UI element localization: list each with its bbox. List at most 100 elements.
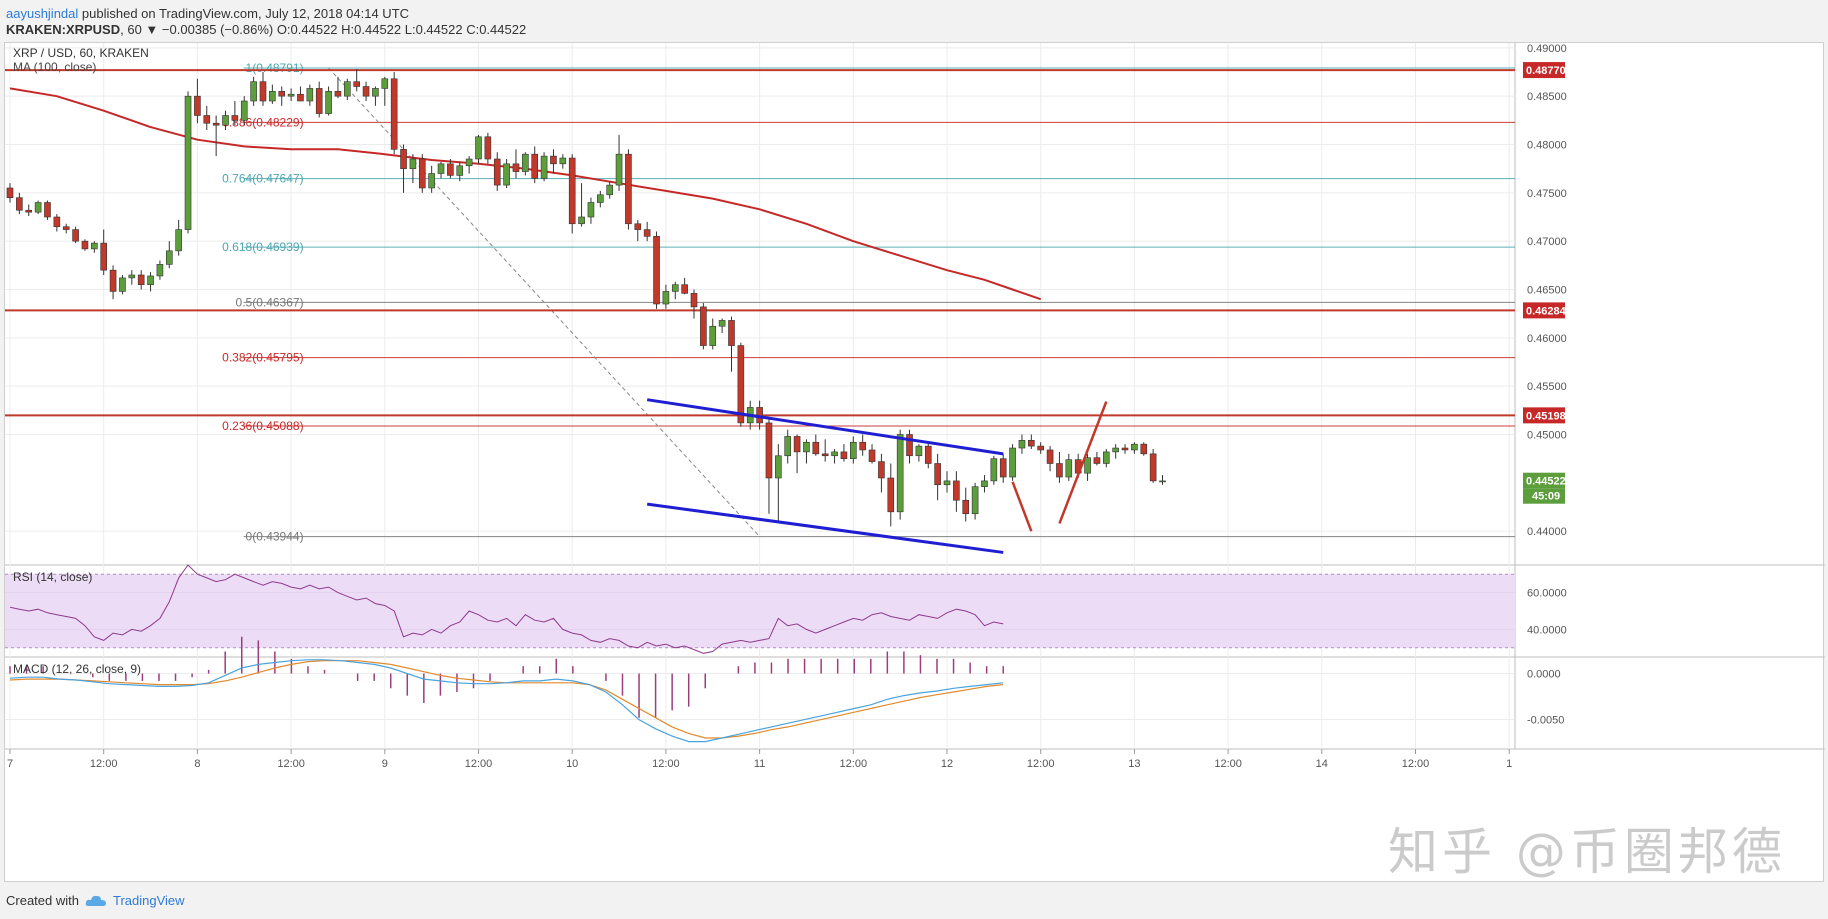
candle-up: [119, 277, 126, 292]
candle-up: [606, 184, 613, 196]
candle-up: [784, 436, 792, 457]
candle-down: [484, 136, 492, 160]
candle-down: [72, 229, 79, 242]
candle-down: [653, 236, 660, 305]
candle-up: [559, 157, 567, 165]
candle-down: [934, 463, 941, 486]
candle-up: [344, 81, 351, 97]
candle-up: [775, 455, 782, 479]
candle-down: [1046, 449, 1054, 464]
x-axis-tick-label: 7: [7, 758, 13, 770]
candle-down: [44, 202, 51, 218]
candle-down: [924, 445, 932, 464]
price-badge-label: 0.48770: [1526, 65, 1566, 77]
macd-line: [9, 659, 1004, 743]
candle-down: [1149, 453, 1157, 482]
candle-up: [671, 284, 679, 292]
candle-up: [718, 320, 726, 327]
ohlc-values: , 60 ▼ −0.00385 (−0.86%) O:0.44522 H:0.4…: [120, 22, 527, 37]
candle-up: [971, 486, 979, 515]
candle-down: [315, 88, 323, 114]
tradingview-brand-link[interactable]: TradingView: [112, 893, 185, 908]
chart-frame[interactable]: 7 12:00 8 12:00 9 12:00 10 12:00 11 12:00 12 12:00 1…: [4, 42, 1825, 883]
candle-down: [868, 449, 876, 462]
candle-up: [156, 264, 164, 277]
candle-up: [381, 78, 389, 89]
candle-down: [634, 223, 642, 230]
candle-up: [147, 275, 154, 285]
rsi-line: [9, 564, 1004, 654]
fib-level-label: 0.382(0.45795): [222, 351, 303, 365]
price-badge: [1523, 472, 1565, 489]
y-axis-tick-label: 0.45000: [1527, 430, 1567, 442]
created-with-label: Created with: [6, 893, 79, 908]
candle-up: [287, 93, 295, 97]
projection-arrow-line: [1011, 481, 1033, 532]
candle-up: [1102, 451, 1110, 464]
candle-down: [1056, 463, 1063, 478]
fib-level-label: 0.5(0.46367): [236, 295, 304, 309]
candle-up: [981, 480, 988, 487]
candle-up: [896, 434, 904, 513]
x-axis-tick-label: 14: [1316, 758, 1328, 770]
candle-up: [428, 173, 435, 189]
channel-lower-line: [646, 502, 1004, 554]
candle-down: [793, 436, 801, 453]
candle-up: [1018, 439, 1026, 449]
price-badge-label: 0.45198: [1526, 410, 1566, 422]
candle-up: [831, 451, 838, 457]
author-link[interactable]: aayushjindal: [6, 6, 79, 21]
candle-up: [615, 153, 623, 186]
y-axis-tick-label: 0.48000: [1527, 140, 1567, 152]
candle-down: [353, 81, 360, 87]
candle-down: [1140, 443, 1148, 455]
candle-up: [1065, 459, 1073, 478]
macd-y-tick-label: -0.0050: [1527, 715, 1564, 727]
candle-up: [943, 480, 951, 486]
candle-up: [578, 216, 585, 225]
fib-level-label: 0(0.43944): [246, 530, 304, 544]
y-axis-tick-label: 0.45500: [1527, 381, 1567, 393]
candle-up: [587, 202, 595, 218]
candle-down: [625, 153, 632, 225]
candle-up: [915, 445, 923, 457]
candle-down: [821, 453, 829, 457]
candle-down: [53, 216, 61, 227]
candle-up: [1009, 447, 1016, 478]
candle-up: [372, 88, 379, 97]
price-badge: [1523, 302, 1565, 319]
candle-down: [512, 163, 520, 172]
candle-down: [887, 477, 895, 513]
x-axis-tick-label: 1: [1506, 758, 1512, 770]
candle-down: [259, 81, 267, 102]
candle-down: [681, 284, 688, 294]
macd-title: MACD (12, 26, close, 9): [13, 662, 141, 676]
candle-down: [81, 240, 89, 250]
candle-down: [728, 320, 735, 346]
x-axis-tick-label: 8: [194, 758, 200, 770]
candle-up: [1112, 447, 1119, 453]
candle-down: [812, 441, 820, 455]
candle-down: [194, 95, 201, 116]
x-axis-tick-label: 12:00: [465, 758, 493, 770]
candle-down: [334, 91, 342, 97]
candle-up: [269, 91, 276, 102]
x-axis-tick-label: 12:00: [277, 758, 305, 770]
countdown-badge: [1523, 488, 1565, 504]
y-axis-tick-label: 0.44000: [1527, 526, 1567, 538]
candle-up: [597, 194, 604, 203]
candle-down: [1037, 445, 1044, 451]
candle-down: [840, 451, 848, 459]
candle-up: [222, 115, 229, 126]
chart-canvas[interactable]: 7 12:00 8 12:00 9 12:00 10 12:00 11 12:00 12 12:00 1…: [5, 43, 1825, 883]
ma-indicator-label: MA (100, close): [13, 60, 96, 74]
candle-down: [1028, 439, 1035, 447]
candle-down: [447, 163, 454, 176]
candle-up: [709, 325, 717, 346]
candle-up: [437, 163, 445, 174]
fib-level-label: 0.764(0.47647): [222, 172, 303, 186]
candle-down: [531, 153, 539, 179]
candle-up: [175, 229, 182, 252]
candle-down: [550, 155, 557, 165]
x-axis-tick-label: 12:00: [90, 758, 118, 770]
